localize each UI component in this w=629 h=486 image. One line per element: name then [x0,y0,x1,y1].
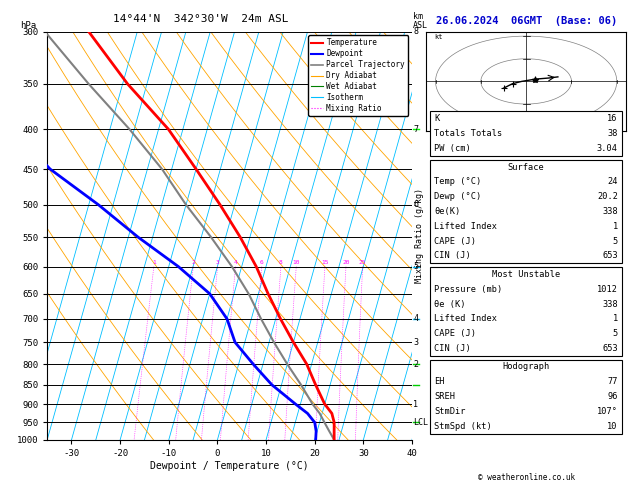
Text: 3.04: 3.04 [597,144,618,153]
Text: SREH: SREH [435,392,455,401]
Text: © weatheronline.co.uk: © weatheronline.co.uk [477,473,575,482]
Bar [430,159,622,263]
Text: 6: 6 [260,260,264,265]
Text: 6: 6 [413,200,418,209]
Text: 338: 338 [602,299,618,309]
Text: Most Unstable: Most Unstable [492,270,560,279]
Text: PW (cm): PW (cm) [435,144,471,153]
Text: Temp (°C): Temp (°C) [435,177,482,186]
Text: 24: 24 [608,177,618,186]
Text: 2: 2 [191,260,195,265]
Text: 338: 338 [602,207,618,216]
Text: Totals Totals: Totals Totals [435,129,503,138]
Text: 15: 15 [321,260,329,265]
Text: 4: 4 [413,314,418,323]
Text: 26.06.2024  06GMT  (Base: 06): 26.06.2024 06GMT (Base: 06) [435,16,617,26]
Text: CIN (J): CIN (J) [435,344,471,353]
Text: CIN (J): CIN (J) [435,251,471,260]
Text: StmSpd (kt): StmSpd (kt) [435,422,492,431]
Text: hPa: hPa [20,20,36,30]
Text: Hodograph: Hodograph [503,363,550,371]
Text: 10: 10 [292,260,300,265]
Text: 4: 4 [233,260,237,265]
Text: 1: 1 [152,260,156,265]
Text: StmDir: StmDir [435,407,466,416]
Legend: Temperature, Dewpoint, Parcel Trajectory, Dry Adiabat, Wet Adiabat, Isotherm, Mi: Temperature, Dewpoint, Parcel Trajectory… [308,35,408,116]
Text: CAPE (J): CAPE (J) [435,237,476,245]
Text: CAPE (J): CAPE (J) [435,329,476,338]
Text: 77: 77 [608,377,618,386]
Text: 38: 38 [608,129,618,138]
Text: 8: 8 [279,260,283,265]
Text: Surface: Surface [508,162,545,172]
Text: 20: 20 [342,260,350,265]
Text: 96: 96 [608,392,618,401]
Text: Lifted Index: Lifted Index [435,314,498,323]
Text: 5: 5 [413,262,418,271]
Bar [430,360,622,434]
Text: 3: 3 [216,260,220,265]
Text: 10: 10 [608,422,618,431]
Text: 25: 25 [359,260,367,265]
Text: EH: EH [435,377,445,386]
Text: kt: kt [435,34,443,39]
Text: 1: 1 [613,314,618,323]
Text: 20.2: 20.2 [597,192,618,201]
Text: 8: 8 [413,27,418,36]
Text: LCL: LCL [413,418,428,427]
Text: 5: 5 [613,237,618,245]
Text: 5: 5 [613,329,618,338]
Text: 1012: 1012 [597,285,618,294]
Text: 14°44'N  342°30'W  24m ASL: 14°44'N 342°30'W 24m ASL [113,14,288,24]
Text: 653: 653 [602,251,618,260]
Text: Lifted Index: Lifted Index [435,222,498,231]
Text: 107°: 107° [597,407,618,416]
Text: Mixing Ratio (g/kg): Mixing Ratio (g/kg) [415,188,424,283]
Text: Dewp (°C): Dewp (°C) [435,192,482,201]
Text: θe(K): θe(K) [435,207,460,216]
Text: 16: 16 [608,114,618,123]
Text: K: K [435,114,440,123]
Bar [430,267,622,356]
Text: θe (K): θe (K) [435,299,466,309]
Text: 1: 1 [613,222,618,231]
Text: 7: 7 [413,124,418,134]
Text: 1: 1 [413,399,418,409]
Text: 653: 653 [602,344,618,353]
Text: Pressure (mb): Pressure (mb) [435,285,503,294]
X-axis label: Dewpoint / Temperature (°C): Dewpoint / Temperature (°C) [150,461,309,470]
Bar [430,111,622,156]
Text: 3: 3 [413,338,418,347]
Text: 2: 2 [413,360,418,369]
Text: km
ASL: km ASL [413,12,428,30]
